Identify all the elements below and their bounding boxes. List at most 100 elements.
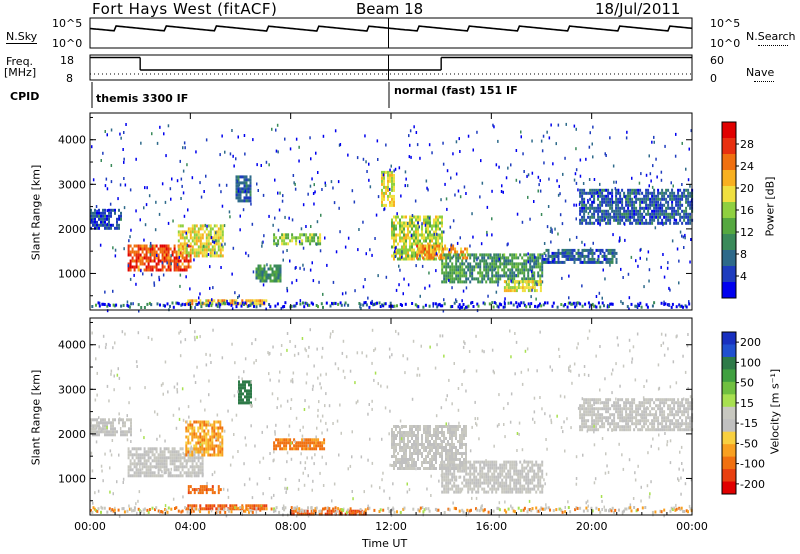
power-cell [151,247,154,251]
power-cell [595,248,598,252]
power-cell [517,262,520,266]
power-cell [189,244,192,248]
power-cell [427,236,429,240]
power-speckle [129,235,131,239]
power-speckle [385,143,387,147]
velocity-cell [311,438,314,442]
power-cell [401,257,403,261]
power-ground [205,303,208,307]
power-cell [141,247,144,251]
power-speckle [293,181,295,185]
power-cell [161,253,164,257]
power-speckle [533,261,536,265]
velocity-cell [165,459,168,463]
power-speckle [669,288,671,292]
power-speckle [146,186,148,190]
velocity-cell [120,433,122,437]
power-ground [363,301,366,305]
velocity-cell [153,474,156,478]
velocity-cell [585,425,588,429]
power-cell [223,299,226,303]
power-cell [575,251,578,255]
power-speckle [424,286,426,290]
power-cell [651,218,654,222]
velocity-cell [517,481,520,485]
power-cell [183,268,186,272]
velocity-cell [213,444,216,448]
power-ground [507,301,510,305]
power-cell [428,253,431,257]
velocity-cell [131,456,134,460]
power-cell [181,256,184,260]
velocity-cell [219,488,222,492]
power-cell [217,239,220,243]
power-cell [209,254,212,258]
power-cell [587,248,590,252]
power-cell [395,218,397,222]
velocity-cell [319,444,322,448]
velocity-cell [201,471,204,475]
velocity-cell [443,490,446,494]
power-cell [465,259,468,263]
power-ground [422,305,425,309]
power-cell [275,273,278,277]
power-speckle [537,175,540,179]
velocity-cell [205,432,208,436]
velocity-cell [122,430,124,434]
power-cell [167,259,170,263]
power-speckle [609,136,611,140]
power-cell [167,244,170,248]
velocity-cell [457,449,459,452]
power-speckle [324,184,327,187]
power-speckle [288,216,290,220]
power-cell [295,236,298,240]
velocity-cell [137,453,140,457]
velocity-cell [407,440,409,443]
velocity-cell [163,462,166,466]
velocity-cell [435,431,437,434]
velocity-cell [455,478,458,482]
velocity-cell [457,452,459,455]
power-cell [415,233,417,237]
power-ground [680,304,683,308]
velocity-cell [308,512,311,516]
velocity-cell [98,427,100,431]
power-cell [541,280,544,284]
velocity-cell [461,434,463,437]
velocity-cell [437,449,439,452]
power-cell [133,259,136,263]
velocity-cell [189,459,192,463]
velocity-cell [350,509,353,513]
power-cell [553,260,556,264]
power-speckle [182,169,185,173]
power-cell [615,203,618,207]
power-cell [393,230,395,234]
power-cell [527,277,530,281]
power-cell [567,254,570,258]
power-cell [503,280,506,284]
power-cell [473,268,476,272]
velocity-cell [221,504,224,508]
power-cell [393,257,395,261]
power-cell [605,248,608,252]
power-cell [137,256,140,260]
velocity-cell [583,425,586,429]
velocity-cell [153,447,156,451]
velocity-cell [147,456,150,460]
velocity-cell [195,456,198,460]
power-speckle [104,130,106,133]
velocity-cell [303,441,306,445]
power-cell [139,262,142,266]
power-cell [197,233,200,237]
velocity-cell [161,456,164,460]
power-cell [615,260,618,264]
power-cell [657,194,660,198]
power-cell [661,209,664,213]
velocity-cell [199,456,202,460]
velocity-cell [439,452,441,455]
power-cell [403,245,405,249]
power-ground [639,301,642,305]
power-cell [143,244,146,248]
velocity-cell [155,459,158,463]
velocity-cell [173,474,176,478]
